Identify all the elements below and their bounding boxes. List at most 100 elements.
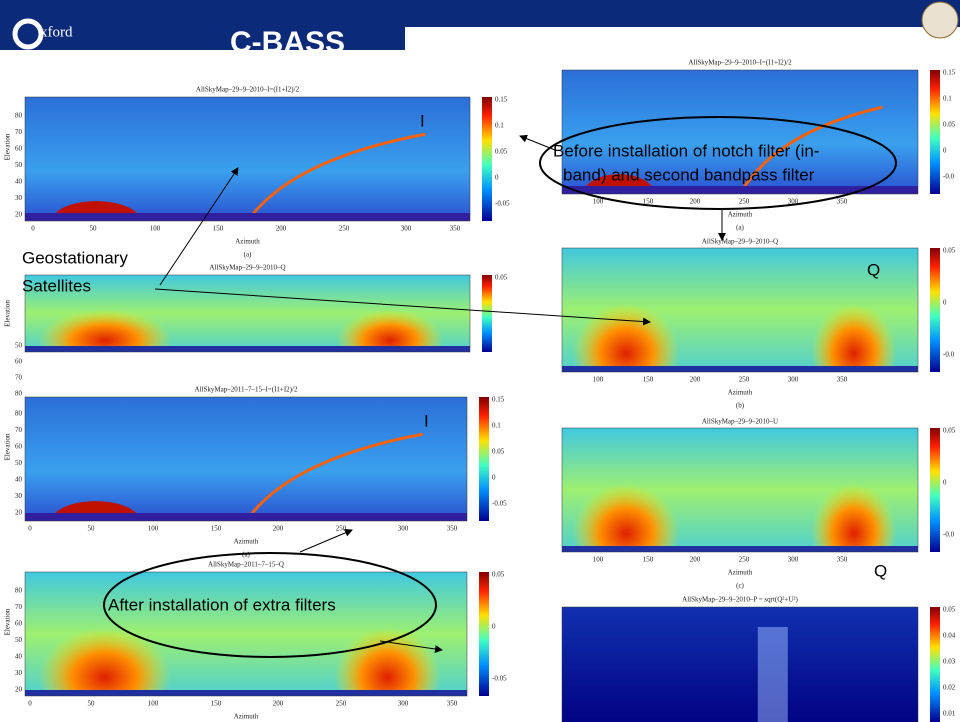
x-tick-label: 250 <box>739 556 750 564</box>
x-tick-label: 300 <box>788 376 799 384</box>
arrows <box>154 134 726 653</box>
x-tick-label: 100 <box>148 700 159 708</box>
panel-title: AllSkyMap–29–9–2010–P = sqrt(Q²+U²) <box>682 596 798 604</box>
y-tick-label: 60 <box>15 443 23 451</box>
hot-region <box>811 483 897 552</box>
annotation: After installation of extra filters <box>108 595 336 614</box>
map-frame <box>561 606 919 722</box>
x-axis-label: Azimuth <box>235 238 260 246</box>
map-frame <box>561 247 919 373</box>
colorbar-tick-label: 0.01 <box>943 710 956 718</box>
annotation: Q <box>867 260 880 279</box>
x-tick-label: 300 <box>788 556 799 564</box>
sky-map <box>25 572 467 696</box>
y-tick-label: 40 <box>15 476 23 484</box>
y-tick-label: 30 <box>15 194 23 202</box>
y-tick-label: 50 <box>15 342 23 350</box>
panel-title: AllSkyMap–29–9–2010–Q <box>702 238 778 246</box>
x-axis-label: Azimuth <box>728 389 753 397</box>
map-panel: AllSkyMap–29–9–2010–I=(I1+I2)/2 0.15 0.1 0.… <box>4 86 510 259</box>
colorbar <box>479 572 489 696</box>
map-panel: AllSkyMap–29–9–2010–Q 0.05 0 -0.0 100 150 200 2… <box>561 238 956 410</box>
colorbar-tick-label: -0.0 <box>943 531 955 539</box>
y-tick-label: 70 <box>15 374 23 382</box>
x-tick-label: 250 <box>336 700 347 708</box>
x-tick-label: 300 <box>398 525 409 533</box>
y-tick-label: 20 <box>15 211 23 219</box>
map-frame <box>24 274 471 353</box>
x-tick-label: 250 <box>339 225 350 233</box>
y-tick-label: 80 <box>15 112 23 120</box>
hot-region <box>336 309 444 352</box>
x-tick-label: 100 <box>593 556 604 564</box>
satellite-arc <box>246 132 426 221</box>
colorbar-tick-label: 0.05 <box>943 247 956 255</box>
x-tick-label: 200 <box>273 525 284 533</box>
crest <box>921 1 959 39</box>
x-tick-label: 100 <box>593 198 604 206</box>
y-axis-label: Elevation <box>4 300 12 327</box>
y-tick-label: 50 <box>15 636 23 644</box>
map-frame <box>24 396 468 522</box>
y-tick-label: 30 <box>15 669 23 677</box>
colorbar-tick-label: 0.05 <box>495 274 508 282</box>
colorbar <box>930 428 940 552</box>
map-floor <box>562 186 918 194</box>
colorbar-tick-label: 0.05 <box>943 121 956 129</box>
colorbar-tick-label: -0.0 <box>943 173 955 181</box>
x-tick-label: 150 <box>643 556 654 564</box>
colorbar-tick-label: 0.02 <box>943 684 956 692</box>
y-axis-label: Elevation <box>4 133 12 160</box>
logo-o <box>12 18 44 50</box>
x-tick-label: 100 <box>593 376 604 384</box>
x-tick-label: 200 <box>690 376 701 384</box>
panel-title: AllSkyMap–29–9–2010–I=(I1+I2)/2 <box>196 86 300 94</box>
x-axis-label: Azimuth <box>234 538 259 546</box>
map-frame <box>24 571 468 697</box>
y-tick-label: 40 <box>15 178 23 186</box>
x-tick-label: 250 <box>739 376 750 384</box>
satellite-arc <box>244 432 424 521</box>
x-tick-label: 150 <box>211 525 222 533</box>
satellite-arc <box>738 105 883 194</box>
colorbar <box>482 275 492 352</box>
x-tick-label: 0 <box>31 225 35 233</box>
y-tick-label: 60 <box>15 145 23 153</box>
ellipse <box>103 552 437 658</box>
y-tick-label: 70 <box>15 128 23 136</box>
colorbar-tick-label: 0 <box>492 623 496 631</box>
colorbar <box>479 397 489 521</box>
colorbar-tick-label: -0.05 <box>495 200 510 208</box>
panel-title: AllSkyMap–29–9–2010–I=(I1+I2)/2 <box>688 59 792 67</box>
x-axis-label: Azimuth <box>728 569 753 577</box>
colorbar-tick-label: 0 <box>492 474 496 482</box>
x-tick-label: 350 <box>837 198 848 206</box>
panel-caption: (a) <box>242 551 250 559</box>
colorbar-tick-label: 0.15 <box>495 96 508 104</box>
annotation: band) and second bandpass filter <box>563 165 815 184</box>
panel-caption: (a) <box>244 251 252 259</box>
y-tick-label: 80 <box>15 587 23 595</box>
sky-map <box>25 97 470 221</box>
annotations: I I Q Q Geostationary Satellites Before … <box>22 111 897 658</box>
map-background <box>562 607 918 722</box>
y-tick-label: 60 <box>15 620 23 628</box>
colorbar-tick-label: -0.05 <box>492 675 507 683</box>
x-tick-label: 50 <box>88 700 96 708</box>
colorbar-tick-label: 0 <box>495 174 499 182</box>
x-tick-label: 350 <box>837 556 848 564</box>
y-axis-label: Elevation <box>4 433 12 460</box>
sky-map <box>25 275 470 352</box>
x-tick-label: 350 <box>447 700 458 708</box>
x-tick-label: 350 <box>447 525 458 533</box>
panel-caption: (c) <box>736 582 744 590</box>
map-background <box>25 97 470 221</box>
x-tick-label: 350 <box>837 376 848 384</box>
colorbar-tick-label: 0.05 <box>943 427 956 435</box>
sky-map <box>562 607 918 722</box>
y-tick-label: 20 <box>15 509 23 517</box>
x-tick-label: 300 <box>788 198 799 206</box>
x-tick-label: 100 <box>148 525 159 533</box>
map-panel: AllSkyMap–2011–7–15–Q 0.05 0 -0.05 20 30 40 50 6… <box>4 561 507 721</box>
